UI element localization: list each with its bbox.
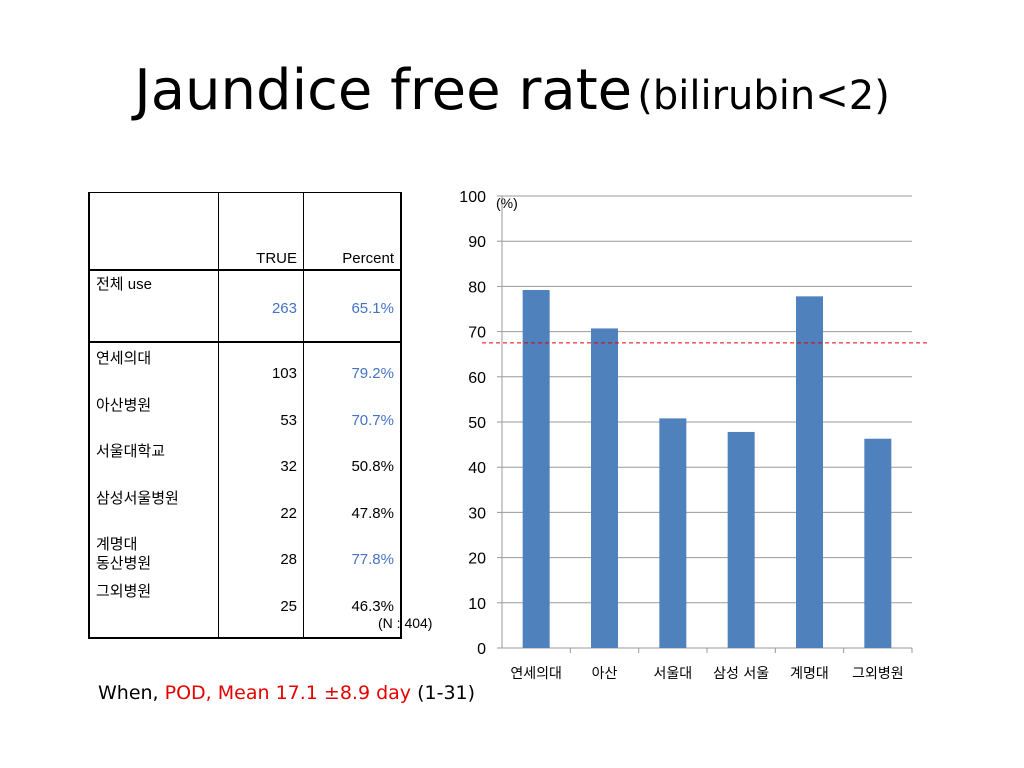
hospital-percent: 47.8% bbox=[351, 504, 394, 522]
hospital-count: 53 bbox=[280, 411, 297, 429]
overall-label: 전체 use bbox=[88, 269, 219, 343]
hospital-percent: 70.7% bbox=[351, 411, 394, 429]
header-percent: Percent bbox=[303, 192, 402, 271]
bar bbox=[659, 418, 687, 648]
header-empty-cell bbox=[88, 192, 219, 271]
hospital-count: 103 bbox=[271, 365, 297, 382]
hospital-count: 32 bbox=[280, 458, 297, 475]
x-tick-label: 삼성 서울 bbox=[713, 666, 769, 680]
y-tick-label: 90 bbox=[468, 234, 486, 251]
x-tick-label: 아산 bbox=[592, 666, 618, 680]
footnote-highlight: POD, Mean 17.1 ±8.9 day bbox=[164, 682, 412, 704]
y-tick-label: 70 bbox=[468, 325, 486, 342]
title-main: Jaundice free rate bbox=[134, 58, 633, 123]
hospital-percent: 46.3% bbox=[351, 597, 394, 615]
x-tick-label: 그외병원 bbox=[852, 666, 904, 680]
hospital-label: 아산병원 bbox=[96, 396, 152, 414]
y-tick-label: 10 bbox=[468, 596, 486, 613]
y-tick-label: 30 bbox=[468, 505, 486, 522]
x-tick-label: 계명대 bbox=[790, 666, 829, 680]
hospital-label: 삼성서울병원 bbox=[96, 489, 179, 507]
x-tick-label: 연세의대 bbox=[510, 666, 562, 680]
y-tick-label: 40 bbox=[468, 460, 486, 477]
y-tick-label: 20 bbox=[468, 551, 486, 568]
footnote-suffix: (1-31) bbox=[411, 682, 476, 704]
hospital-count: 25 bbox=[280, 597, 297, 615]
sample-size-note: (N : 404) bbox=[378, 615, 433, 631]
overall-row: 전체 use 263 65.1% bbox=[88, 269, 402, 343]
hospital-count-column: 103 53 32 22 28 25 bbox=[219, 343, 297, 633]
overall-percent: 65.1% bbox=[303, 269, 402, 343]
bar bbox=[796, 296, 823, 648]
bar-chart: 0 10 20 30 40 50 60 70 80 90 100 (%) 연세의대 아산 서울대 삼성 서울 계… bbox=[459, 189, 928, 680]
hospital-percent: 77.8% bbox=[351, 551, 394, 568]
hospital-label: 그외병원 bbox=[96, 582, 152, 600]
hospital-label: 계명대 동산병원 bbox=[96, 536, 152, 572]
hospital-count: 22 bbox=[280, 504, 297, 522]
bar bbox=[727, 431, 755, 648]
unit-label: (%) bbox=[496, 195, 518, 211]
table-header-row: TRUE Percent bbox=[88, 192, 402, 271]
footnote-prefix: When, bbox=[98, 682, 165, 704]
header-true: TRUE bbox=[218, 192, 304, 271]
hospital-percent-column: 79.2% 70.7% 50.8% 47.8% 77.8% 46.3% bbox=[304, 343, 394, 633]
hospital-percent: 50.8% bbox=[351, 458, 394, 475]
y-tick-label: 0 bbox=[477, 641, 486, 658]
y-tick-label: 80 bbox=[468, 279, 486, 296]
hospital-label: 서울대학교 bbox=[96, 443, 166, 460]
overall-count: 263 bbox=[218, 269, 304, 343]
bar bbox=[864, 438, 892, 648]
y-tick-label: 100 bbox=[459, 189, 486, 206]
footnote: When, POD, Mean 17.1 ±8.9 day (1-31) bbox=[98, 682, 475, 704]
slide-title: Jaundice free rate (bilirubin<2) bbox=[0, 58, 1024, 123]
hospital-label: 연세의대 bbox=[96, 350, 152, 367]
hospital-count: 28 bbox=[280, 551, 297, 568]
y-tick-label: 60 bbox=[468, 370, 486, 387]
hospital-percent: 79.2% bbox=[351, 365, 394, 382]
title-subtitle: (bilirubin<2) bbox=[637, 73, 890, 119]
bar bbox=[522, 290, 550, 648]
x-tick-label: 서울대 bbox=[654, 666, 693, 680]
y-tick-label: 50 bbox=[468, 415, 486, 432]
bar bbox=[591, 328, 618, 648]
